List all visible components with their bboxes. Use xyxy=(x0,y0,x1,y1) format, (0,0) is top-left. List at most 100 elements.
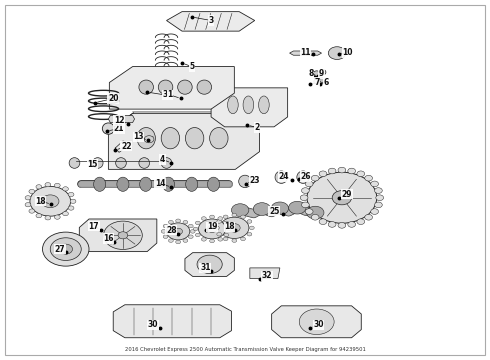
Circle shape xyxy=(45,183,51,187)
Circle shape xyxy=(176,240,181,244)
Circle shape xyxy=(201,217,206,220)
Circle shape xyxy=(232,213,237,217)
Ellipse shape xyxy=(319,69,326,75)
Circle shape xyxy=(215,226,220,230)
Text: 3: 3 xyxy=(163,90,168,99)
Text: 3: 3 xyxy=(208,16,214,25)
Text: 8: 8 xyxy=(308,69,314,78)
Circle shape xyxy=(371,209,378,215)
Text: 6: 6 xyxy=(324,78,329,87)
Circle shape xyxy=(30,186,71,216)
Circle shape xyxy=(241,215,245,219)
Ellipse shape xyxy=(139,80,153,94)
Ellipse shape xyxy=(239,175,251,188)
Circle shape xyxy=(45,216,51,220)
Ellipse shape xyxy=(158,80,173,94)
Circle shape xyxy=(25,203,31,207)
Ellipse shape xyxy=(102,123,115,134)
Polygon shape xyxy=(250,268,280,279)
Polygon shape xyxy=(211,88,288,127)
Ellipse shape xyxy=(243,96,254,114)
Circle shape xyxy=(63,212,69,216)
Text: 19: 19 xyxy=(207,222,217,231)
Circle shape xyxy=(247,220,252,223)
Circle shape xyxy=(319,219,327,225)
Circle shape xyxy=(201,238,206,241)
Ellipse shape xyxy=(94,177,106,192)
Ellipse shape xyxy=(93,158,103,168)
Ellipse shape xyxy=(116,158,126,168)
Circle shape xyxy=(253,203,270,215)
Text: 4: 4 xyxy=(160,155,165,164)
Circle shape xyxy=(247,233,252,236)
Circle shape xyxy=(232,239,237,242)
Circle shape xyxy=(188,235,193,238)
Circle shape xyxy=(319,171,327,177)
Circle shape xyxy=(196,221,200,225)
Text: 2016 Chevrolet Express 2500 Automatic Transmission Valve Keeper Diagram for 9423: 2016 Chevrolet Express 2500 Automatic Tr… xyxy=(124,347,366,352)
Circle shape xyxy=(197,255,222,274)
Circle shape xyxy=(43,232,89,266)
Circle shape xyxy=(207,225,217,233)
Circle shape xyxy=(365,175,372,181)
Circle shape xyxy=(188,224,193,228)
Circle shape xyxy=(36,185,42,189)
Ellipse shape xyxy=(186,177,198,192)
Circle shape xyxy=(196,233,200,237)
Circle shape xyxy=(42,195,59,208)
Ellipse shape xyxy=(314,79,319,84)
Text: 16: 16 xyxy=(103,234,114,243)
Circle shape xyxy=(103,221,142,249)
Text: 23: 23 xyxy=(249,176,260,185)
Circle shape xyxy=(224,233,229,237)
Circle shape xyxy=(163,224,168,228)
Circle shape xyxy=(271,202,289,215)
Circle shape xyxy=(307,206,324,219)
Ellipse shape xyxy=(210,127,228,149)
Circle shape xyxy=(210,215,215,219)
Circle shape xyxy=(169,239,173,242)
Circle shape xyxy=(198,219,225,239)
Ellipse shape xyxy=(69,158,80,168)
Circle shape xyxy=(299,309,334,334)
Circle shape xyxy=(289,201,306,214)
Text: 11: 11 xyxy=(300,48,311,57)
Text: 20: 20 xyxy=(108,94,119,103)
Circle shape xyxy=(365,215,372,220)
Text: 25: 25 xyxy=(269,207,279,216)
Polygon shape xyxy=(79,219,157,252)
Circle shape xyxy=(217,220,221,223)
Circle shape xyxy=(301,188,309,193)
Ellipse shape xyxy=(178,80,192,94)
Text: 5: 5 xyxy=(189,62,194,71)
Text: 17: 17 xyxy=(89,221,99,230)
Circle shape xyxy=(59,244,73,254)
Circle shape xyxy=(29,189,35,194)
Circle shape xyxy=(241,237,245,241)
Circle shape xyxy=(54,183,60,188)
Circle shape xyxy=(210,239,215,243)
Circle shape xyxy=(300,195,308,201)
Text: 26: 26 xyxy=(300,172,311,181)
Circle shape xyxy=(193,227,198,231)
Text: 27: 27 xyxy=(54,244,65,253)
Circle shape xyxy=(226,227,231,231)
Circle shape xyxy=(217,233,221,236)
Text: 28: 28 xyxy=(166,226,177,235)
Text: 31: 31 xyxy=(200,264,211,273)
Ellipse shape xyxy=(227,96,238,114)
Circle shape xyxy=(68,206,74,210)
Ellipse shape xyxy=(162,177,174,192)
Text: 7: 7 xyxy=(314,78,319,87)
Circle shape xyxy=(328,47,346,59)
Text: 18: 18 xyxy=(224,222,235,231)
Circle shape xyxy=(183,239,188,242)
Circle shape xyxy=(348,168,356,174)
Circle shape xyxy=(25,196,31,200)
Circle shape xyxy=(218,238,223,241)
Circle shape xyxy=(144,136,154,143)
Text: 32: 32 xyxy=(262,271,272,280)
Ellipse shape xyxy=(259,96,269,114)
Circle shape xyxy=(301,202,309,208)
Circle shape xyxy=(68,192,74,197)
